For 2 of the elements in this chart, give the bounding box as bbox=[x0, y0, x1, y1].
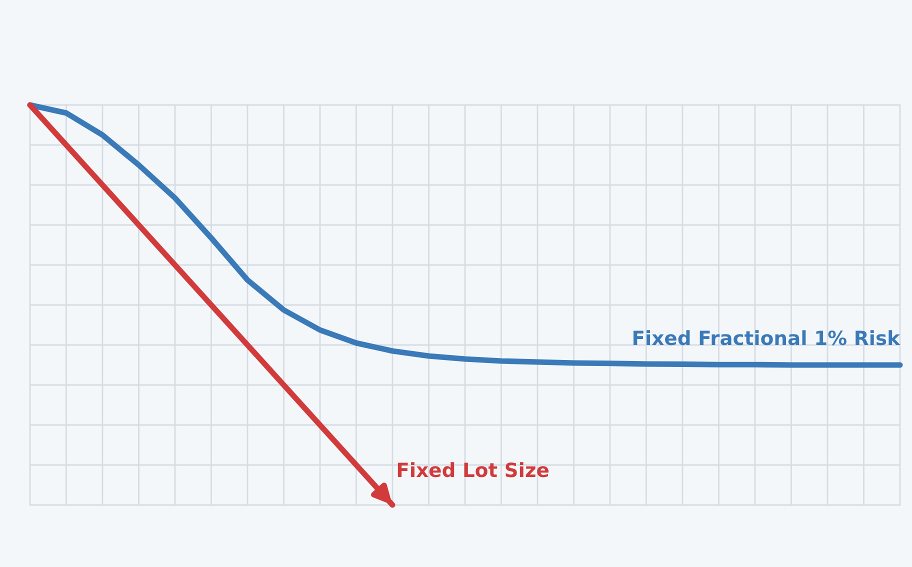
series-label: Fixed Lot Size bbox=[398, 462, 549, 478]
series-label: Fixed Fractional 1% Risk bbox=[634, 330, 900, 346]
